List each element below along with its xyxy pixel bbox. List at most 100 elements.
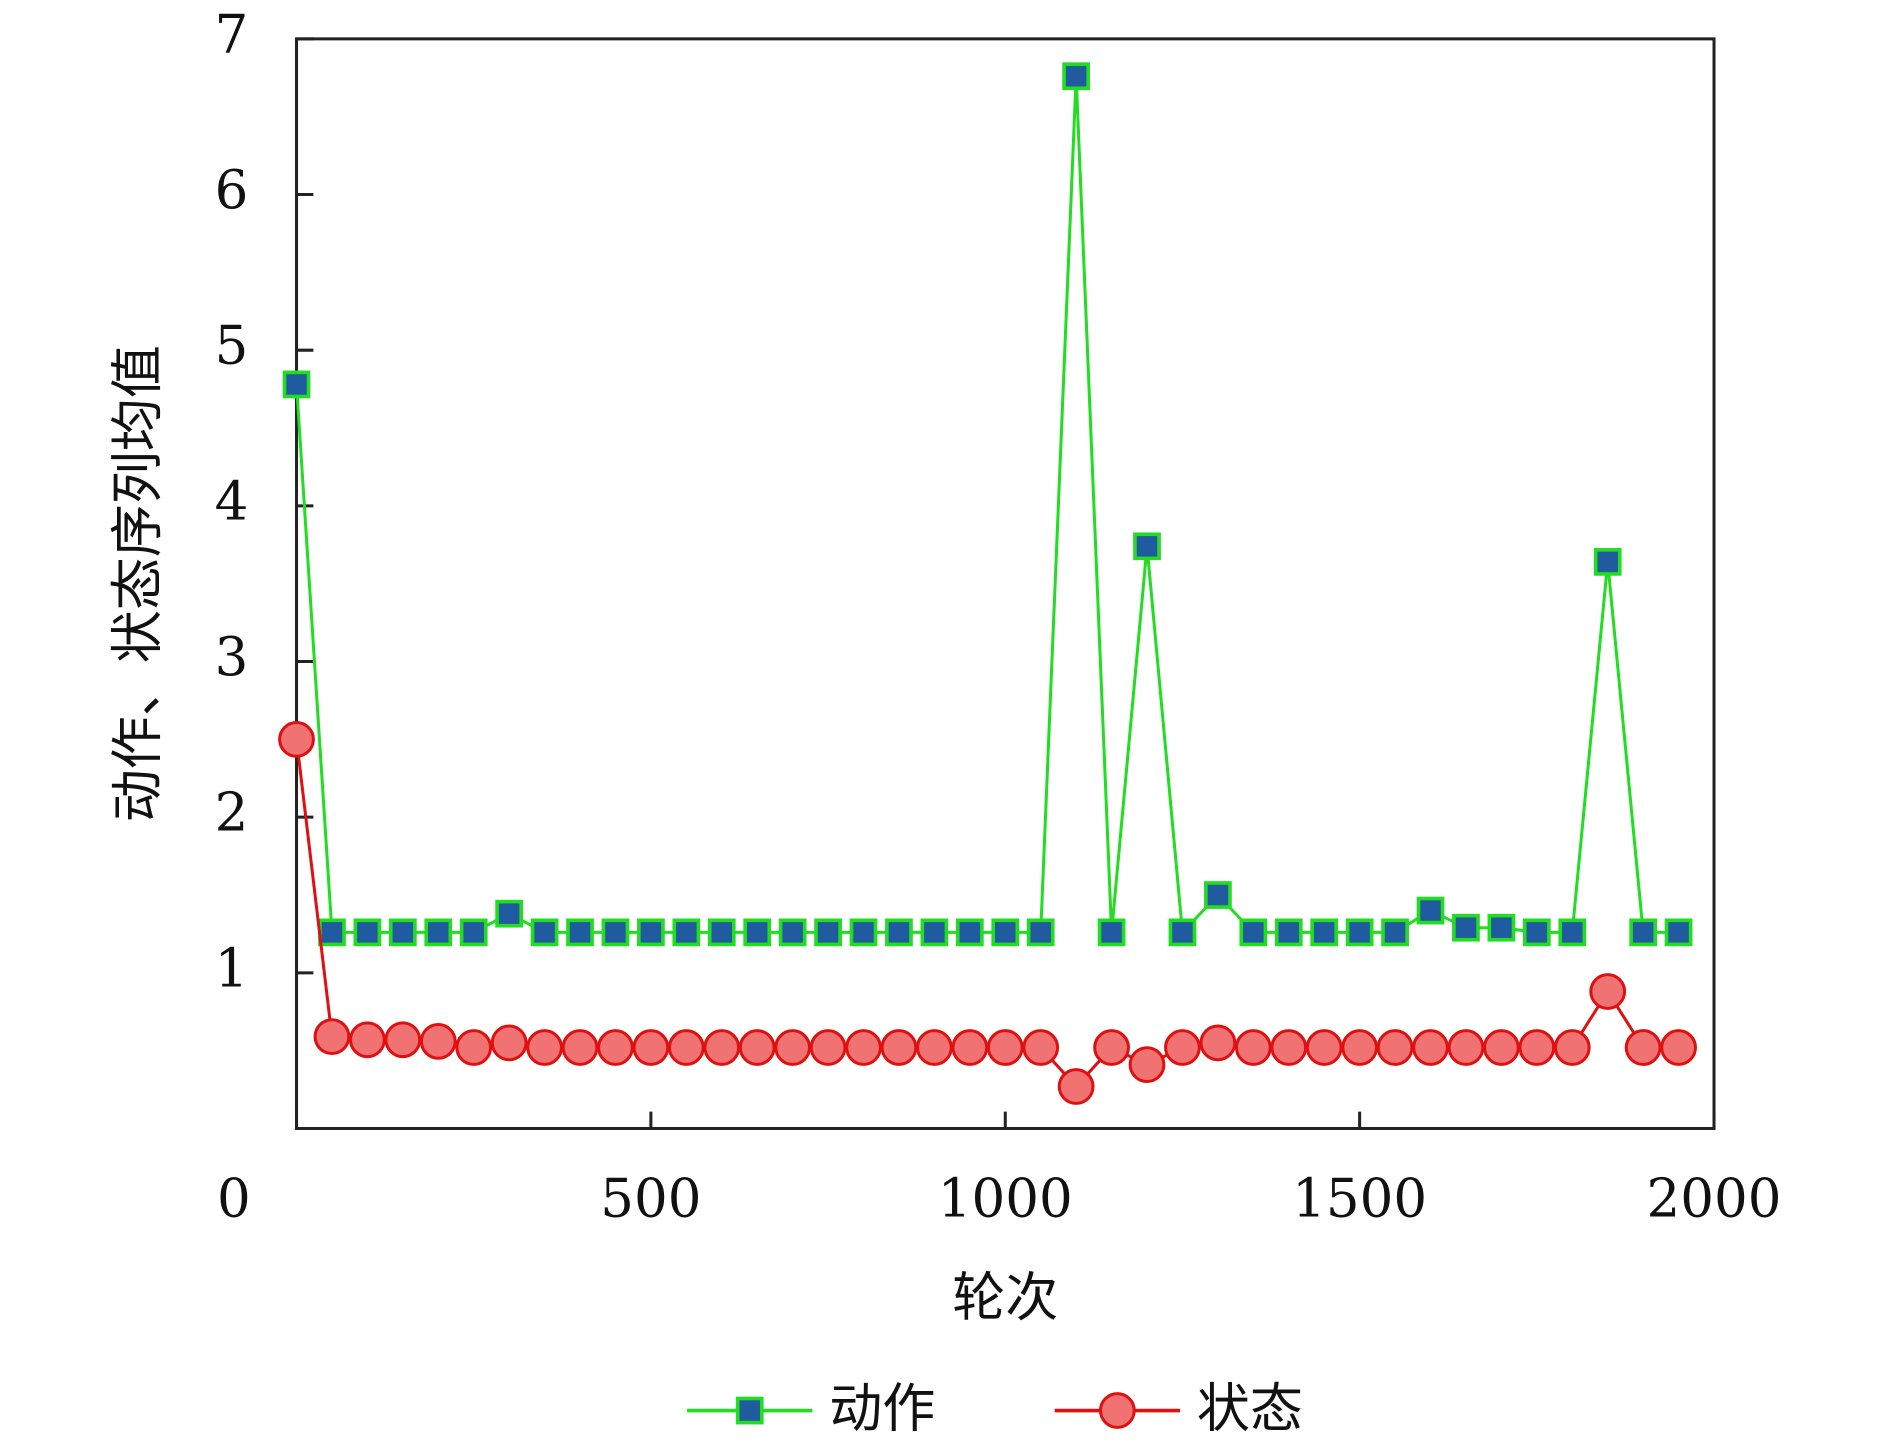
data-point: [916, 1029, 953, 1066]
data-point: [672, 918, 701, 947]
data-point: [1305, 1029, 1343, 1066]
data-point: [1057, 1068, 1095, 1105]
data-point: [1593, 548, 1622, 576]
data-point: [1199, 1024, 1237, 1062]
data-point: [1522, 918, 1551, 947]
data-point: [1204, 881, 1232, 909]
x-tick-label: 2000: [1647, 1168, 1782, 1230]
data-point: [774, 1029, 812, 1066]
data-point: [419, 1022, 457, 1060]
data-point: [1518, 1029, 1556, 1066]
data-point: [313, 1018, 351, 1056]
data-point: [1234, 1029, 1272, 1066]
legend-label: 状态: [1197, 1377, 1303, 1439]
data-point: [601, 918, 630, 947]
plot-frame: [295, 37, 1716, 1131]
data-point: [1164, 1029, 1201, 1066]
data-point: [526, 1029, 563, 1066]
data-point: [1133, 532, 1161, 561]
legend-marker: [1098, 1392, 1136, 1429]
y-tick-label: 2: [215, 782, 249, 844]
data-point: [703, 1029, 741, 1066]
data-point: [1412, 1029, 1449, 1066]
x-axis-label: 轮次: [952, 1267, 1058, 1329]
data-point: [1553, 1029, 1591, 1066]
y-axis-label: 动作、状态序列均值: [107, 345, 169, 822]
data-point: [318, 918, 346, 947]
data-point: [349, 1021, 386, 1059]
data-point: [1341, 1029, 1379, 1066]
data-point: [1589, 973, 1627, 1010]
data-point: [1274, 918, 1303, 947]
data-point: [278, 720, 315, 758]
y-tick-label: 3: [215, 626, 249, 688]
data-point: [1093, 1029, 1130, 1066]
data-point: [738, 1029, 776, 1066]
data-point: [707, 918, 736, 947]
data-point: [384, 1021, 422, 1059]
data-point: [1062, 62, 1091, 91]
data-point: [495, 899, 524, 928]
data-point: [282, 370, 311, 399]
data-point: [1022, 1029, 1060, 1066]
data-point: [1376, 1029, 1414, 1066]
data-point: [778, 918, 807, 947]
data-point: [1447, 1029, 1485, 1066]
data-point: [1128, 1046, 1166, 1084]
x-tick-label: 500: [600, 1168, 701, 1230]
data-point: [1660, 1029, 1697, 1066]
data-point: [632, 1029, 670, 1066]
data-point: [1310, 918, 1339, 947]
data-point: [388, 918, 417, 947]
data-point: [951, 1029, 989, 1066]
data-point: [814, 918, 842, 947]
data-point: [1664, 918, 1693, 947]
y-tick-label: 4: [215, 470, 249, 532]
data-point: [667, 1029, 705, 1066]
data-point: [561, 1029, 599, 1066]
data-point: [1487, 913, 1516, 942]
y-tick-label: 5: [215, 315, 249, 377]
data-point: [424, 918, 453, 947]
data-point: [1168, 918, 1197, 947]
series-line: [295, 76, 1679, 936]
data-point: [845, 1029, 882, 1066]
data-point: [1381, 918, 1409, 947]
data-point: [955, 918, 984, 947]
data-point: [920, 918, 949, 947]
x-tick-label: 1000: [938, 1168, 1073, 1230]
data-point: [1558, 918, 1587, 947]
y-tick-label: 6: [215, 159, 249, 221]
data-point: [1239, 918, 1268, 947]
data-point: [885, 918, 913, 947]
data-point: [1629, 918, 1658, 947]
data-point: [1345, 918, 1374, 947]
data-point: [1270, 1029, 1308, 1066]
data-point: [597, 1029, 634, 1066]
data-point: [849, 918, 878, 947]
data-point: [1483, 1029, 1520, 1066]
data-point: [490, 1024, 528, 1062]
data-point: [353, 918, 382, 947]
data-point: [459, 918, 488, 947]
y-tick-label: 1: [215, 937, 249, 999]
data-point: [1416, 896, 1445, 925]
legend-marker: [735, 1396, 764, 1425]
data-point: [566, 918, 594, 947]
data-point: [530, 918, 559, 947]
data-point: [1452, 913, 1480, 942]
x-tick-label: 1500: [1292, 1168, 1427, 1230]
data-point: [455, 1029, 493, 1066]
data-point: [1026, 918, 1055, 947]
x-tick-label: 0: [217, 1168, 251, 1230]
y-tick-label: 7: [215, 3, 249, 65]
data-point: [986, 1029, 1024, 1066]
legend-label: 动作: [829, 1377, 935, 1439]
data-point: [880, 1029, 918, 1066]
data-point: [743, 918, 772, 947]
data-point: [1097, 918, 1126, 947]
data-point: [1624, 1029, 1662, 1066]
data-point: [637, 918, 665, 947]
data-point: [991, 918, 1020, 947]
